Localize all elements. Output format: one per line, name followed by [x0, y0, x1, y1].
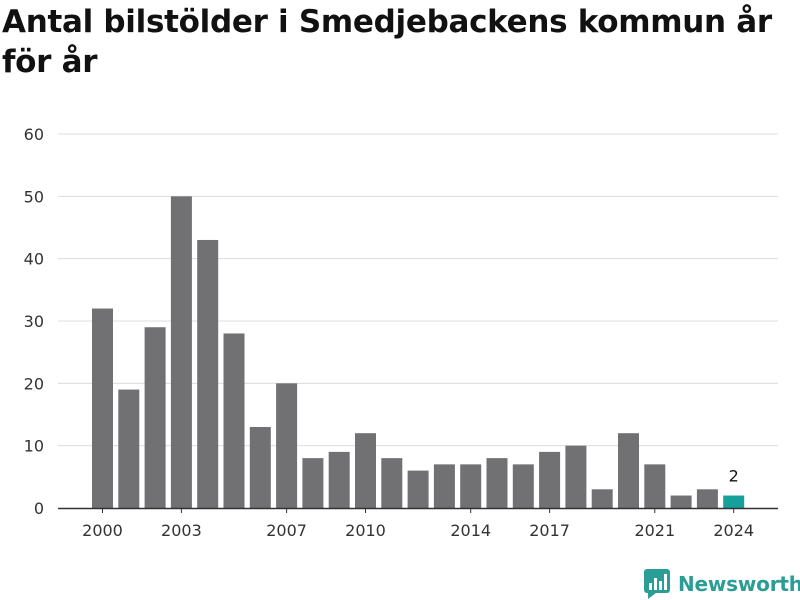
y-tick-label: 0 — [34, 499, 44, 518]
bar — [618, 433, 639, 508]
x-tick-label: 2017 — [529, 521, 570, 540]
bar — [407, 470, 429, 508]
bar — [460, 464, 482, 508]
bar — [355, 433, 376, 508]
x-tick-label: 2014 — [450, 521, 491, 540]
bar — [170, 196, 192, 509]
bar — [381, 458, 403, 508]
bar — [249, 426, 271, 508]
data-label: 2 — [729, 467, 739, 486]
bar — [512, 464, 534, 508]
bar — [302, 458, 324, 508]
y-tick-label: 20 — [24, 374, 44, 393]
bar — [433, 464, 455, 508]
y-tick-label: 60 — [24, 125, 44, 144]
x-tick-label: 2007 — [266, 521, 307, 540]
x-tick-label: 2021 — [634, 521, 675, 540]
bar — [92, 308, 113, 508]
chart-title: Antal bilstölder i Smedjebackens kommun … — [2, 4, 772, 80]
y-tick-label: 40 — [24, 250, 44, 269]
bar — [486, 458, 508, 508]
bar — [565, 445, 587, 508]
bar-highlight — [723, 495, 745, 508]
x-tick-label: 2003 — [161, 521, 202, 540]
brand[interactable]: Newsworthy — [644, 568, 800, 600]
x-tick-label: 2000 — [82, 521, 123, 540]
bar — [118, 389, 140, 508]
bar — [197, 239, 219, 508]
newsworthy-logo-icon — [644, 569, 670, 599]
bar — [696, 489, 718, 508]
y-tick-label: 30 — [24, 312, 44, 331]
bar — [276, 383, 298, 508]
bar — [223, 333, 245, 508]
bar — [644, 464, 666, 508]
y-tick-label: 10 — [24, 437, 44, 456]
brand-name: Newsworthy — [678, 572, 800, 596]
bar — [144, 327, 166, 508]
bar — [328, 451, 350, 508]
x-tick-label: 2010 — [345, 521, 386, 540]
bar — [670, 495, 692, 508]
bar — [591, 489, 613, 508]
bar — [539, 451, 561, 508]
y-tick-label: 50 — [24, 187, 44, 206]
x-tick-label: 2024 — [713, 521, 754, 540]
